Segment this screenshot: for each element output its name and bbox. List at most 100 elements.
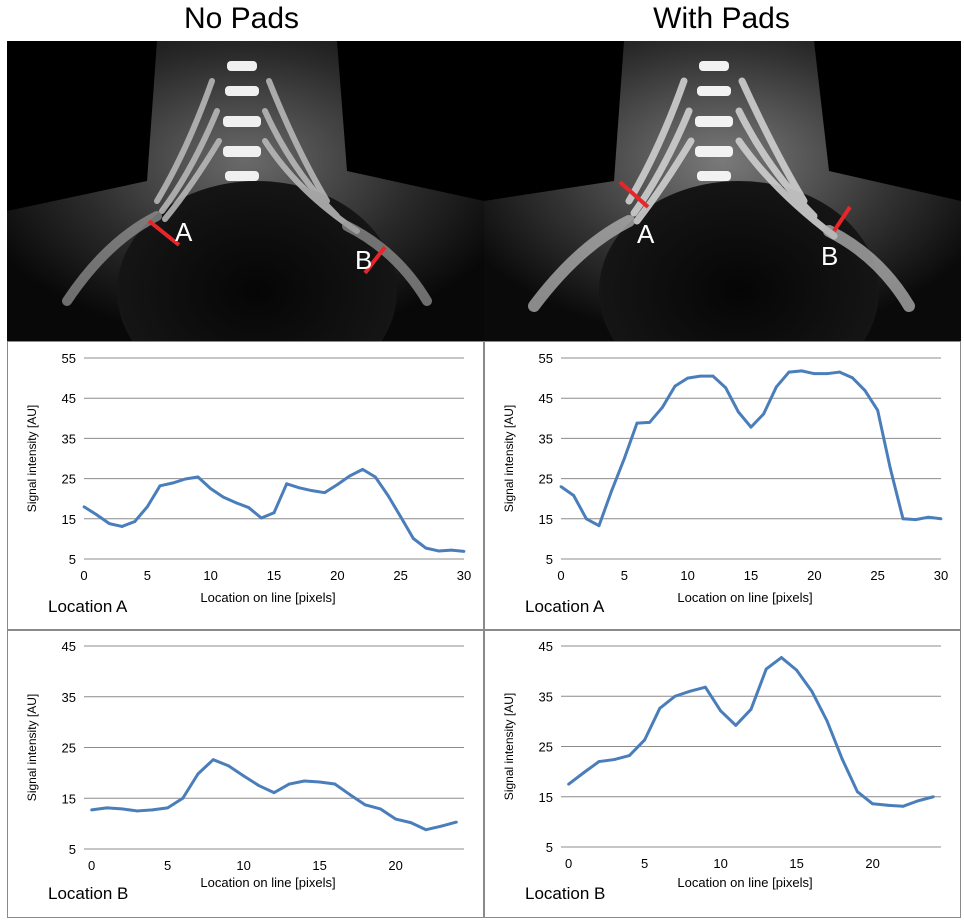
x-tick-label: 20 bbox=[330, 568, 344, 583]
title-with-pads: With Pads bbox=[653, 2, 790, 35]
x-tick-label: 0 bbox=[88, 858, 95, 873]
y-tick-label: 5 bbox=[546, 840, 553, 855]
y-tick-label: 5 bbox=[69, 552, 76, 567]
data-point bbox=[145, 505, 149, 509]
data-point bbox=[876, 408, 880, 412]
data-point bbox=[597, 524, 601, 528]
data-point bbox=[297, 486, 301, 490]
line-a-marker-no-pads bbox=[147, 219, 181, 247]
y-tick-label: 15 bbox=[62, 791, 76, 806]
data-point bbox=[635, 421, 639, 425]
series-line bbox=[560, 369, 942, 528]
series-line bbox=[83, 467, 465, 553]
x-tick-label: 10 bbox=[713, 856, 727, 871]
data-point bbox=[567, 782, 570, 786]
y-tick-label: 45 bbox=[539, 639, 553, 654]
line-a-marker-with-pads bbox=[618, 180, 650, 209]
series-line bbox=[567, 656, 934, 808]
data-point bbox=[724, 386, 728, 390]
data-point bbox=[660, 406, 664, 409]
data-point bbox=[227, 764, 230, 768]
y-tick-label: 25 bbox=[539, 472, 553, 487]
y-tick-label: 15 bbox=[62, 512, 76, 527]
data-point bbox=[795, 668, 798, 672]
line-b-marker-with-pads bbox=[832, 205, 852, 233]
data-point bbox=[673, 694, 677, 698]
y-tick-label: 55 bbox=[62, 351, 76, 366]
x-tick-label: 10 bbox=[680, 568, 694, 583]
data-point bbox=[863, 389, 867, 392]
marker-a-label: A bbox=[175, 217, 193, 247]
data-point bbox=[673, 384, 677, 388]
data-point bbox=[686, 376, 690, 380]
data-point bbox=[348, 793, 352, 797]
mri-image-with-pads: A B bbox=[484, 41, 961, 341]
x-tick-label: 20 bbox=[807, 568, 821, 583]
data-point bbox=[764, 667, 768, 671]
data-point bbox=[181, 796, 185, 800]
data-point bbox=[90, 808, 93, 812]
data-point bbox=[850, 376, 854, 380]
data-point bbox=[628, 754, 631, 757]
data-point bbox=[704, 685, 707, 689]
data-point bbox=[348, 474, 352, 478]
data-point bbox=[411, 537, 415, 540]
data-point bbox=[838, 370, 842, 374]
data-point bbox=[825, 372, 829, 376]
data-point bbox=[719, 709, 722, 713]
data-point bbox=[107, 522, 111, 526]
data-point bbox=[82, 505, 86, 509]
data-point bbox=[584, 517, 588, 521]
x-tick-label: 15 bbox=[789, 856, 803, 871]
title-no-pads: No Pads bbox=[183, 2, 300, 35]
data-point bbox=[166, 806, 170, 810]
x-tick-label: 20 bbox=[865, 856, 879, 871]
y-tick-label: 45 bbox=[62, 391, 76, 406]
data-point bbox=[462, 549, 466, 553]
data-point bbox=[455, 820, 458, 824]
data-point bbox=[211, 758, 215, 762]
data-point bbox=[333, 782, 337, 786]
data-point bbox=[926, 515, 930, 519]
y-tick-label: 25 bbox=[539, 740, 553, 755]
data-point bbox=[361, 467, 365, 471]
x-tick-label: 15 bbox=[744, 568, 758, 583]
x-axis-label: Location on line [pixels] bbox=[677, 875, 812, 890]
y-axis-label: Signal intensity [AU] bbox=[25, 694, 39, 801]
data-point bbox=[437, 549, 441, 553]
y-axis-label: Signal intensity [AU] bbox=[25, 405, 39, 512]
data-point bbox=[373, 475, 377, 479]
data-point bbox=[825, 719, 829, 723]
x-tick-label: 0 bbox=[565, 856, 572, 871]
data-point bbox=[658, 706, 662, 710]
data-point bbox=[698, 374, 702, 378]
data-point bbox=[133, 520, 137, 524]
x-axis-label: Location on line [pixels] bbox=[677, 590, 812, 605]
y-axis-label: Signal intensity [AU] bbox=[502, 405, 516, 512]
x-tick-label: 10 bbox=[236, 858, 250, 873]
data-point bbox=[780, 656, 783, 659]
data-point bbox=[221, 495, 225, 499]
x-tick-label: 5 bbox=[641, 856, 648, 871]
x-tick-label: 15 bbox=[312, 858, 326, 873]
data-point bbox=[582, 771, 586, 775]
location-label: Location A bbox=[48, 597, 128, 616]
data-point bbox=[711, 374, 715, 378]
data-point bbox=[648, 420, 652, 424]
y-tick-label: 5 bbox=[546, 552, 553, 567]
data-point bbox=[901, 517, 905, 521]
x-axis-label: Location on line [pixels] bbox=[200, 875, 335, 890]
data-point bbox=[886, 803, 890, 807]
x-tick-label: 5 bbox=[621, 568, 628, 583]
data-point bbox=[559, 485, 563, 489]
data-point bbox=[323, 491, 327, 495]
data-point bbox=[610, 489, 614, 493]
x-tick-label: 20 bbox=[388, 858, 402, 873]
data-point bbox=[871, 802, 874, 806]
x-tick-label: 25 bbox=[870, 568, 884, 583]
data-point bbox=[158, 484, 162, 488]
data-point bbox=[247, 506, 251, 509]
